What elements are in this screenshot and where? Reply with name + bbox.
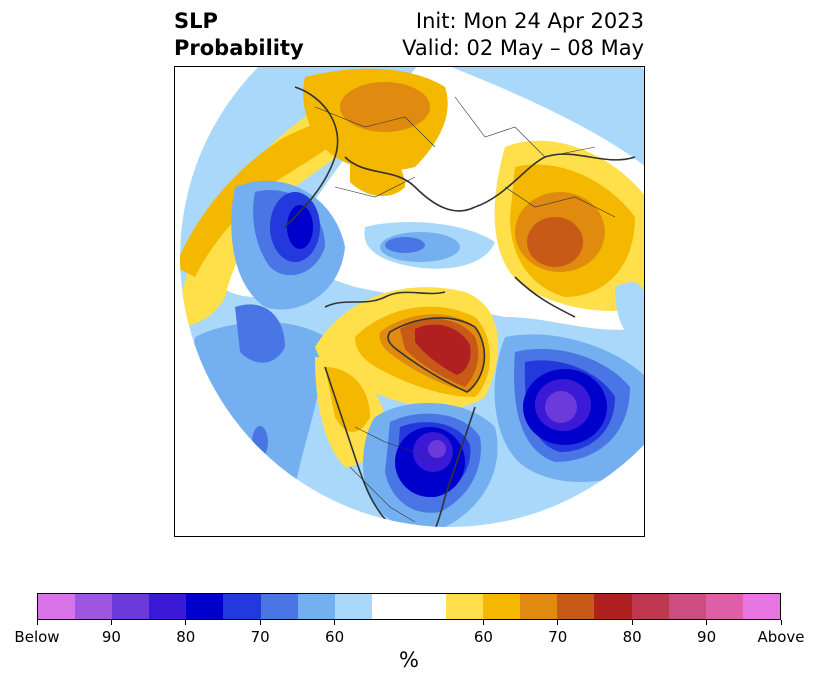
map-title: SLP Probability <box>174 8 304 62</box>
colorbar-segment <box>631 594 669 619</box>
colorbar-tick <box>631 620 633 625</box>
valid-range: Valid: 02 May – 08 May <box>402 36 644 60</box>
colorbar-segment <box>149 594 187 619</box>
colorbar-tick-label: 80 <box>176 628 196 646</box>
colorbar-segment <box>594 594 632 619</box>
init-date: Init: Mon 24 Apr 2023 <box>415 9 644 33</box>
colorbar <box>37 593 781 620</box>
colorbar-segment <box>483 594 521 619</box>
colorbar-tick-label: Above <box>757 628 805 646</box>
colorbar-segment <box>557 594 595 619</box>
colorbar-segment <box>334 594 372 619</box>
colorbar-tick-label: 60 <box>473 628 493 646</box>
colorbar-tick <box>706 620 708 625</box>
colorbar-segment <box>742 594 780 619</box>
colorbar-tick <box>110 620 112 625</box>
colorbar-segment <box>38 594 76 619</box>
colorbar-tick <box>482 620 484 625</box>
coastlines <box>284 86 636 527</box>
colorbar-tick-label: 90 <box>697 628 717 646</box>
colorbar-segment <box>75 594 113 619</box>
colorbar-tick <box>36 620 38 625</box>
colorbar-segment <box>223 594 261 619</box>
colorbar-tick-label: 80 <box>622 628 642 646</box>
colorbar-tick-label: 90 <box>101 628 121 646</box>
colorbar-segment <box>112 594 150 619</box>
colorbar-segment <box>297 594 335 619</box>
colorbar-segment <box>186 594 224 619</box>
colorbar-tick-label: 70 <box>250 628 270 646</box>
map-dates: Init: Mon 24 Apr 2023 Valid: 02 May – 08… <box>402 8 644 62</box>
title-metric: Probability <box>174 36 304 60</box>
colorbar-segment <box>520 594 558 619</box>
colorbar-tick-label: Below <box>14 628 60 646</box>
colorbar-segment <box>705 594 743 619</box>
polar-map <box>174 66 645 537</box>
colorbar-segment <box>668 594 706 619</box>
colorbar-segment <box>408 594 447 619</box>
borders <box>314 96 616 523</box>
probability-map-svg <box>180 67 644 527</box>
colorbar-tick <box>557 620 559 625</box>
probability-field <box>180 67 644 527</box>
colorbar-unit: % <box>399 648 419 672</box>
colorbar-tick-label: 60 <box>325 628 345 646</box>
colorbar-segment <box>260 594 298 619</box>
colorbar-tick <box>185 620 187 625</box>
title-variable: SLP <box>174 9 218 33</box>
colorbar-tick <box>780 620 782 625</box>
colorbar-tick <box>259 620 261 625</box>
colorbar-tick <box>334 620 336 625</box>
colorbar-tick-label: 70 <box>548 628 568 646</box>
colorbar-segment <box>446 594 484 619</box>
colorbar-segment <box>371 594 409 619</box>
